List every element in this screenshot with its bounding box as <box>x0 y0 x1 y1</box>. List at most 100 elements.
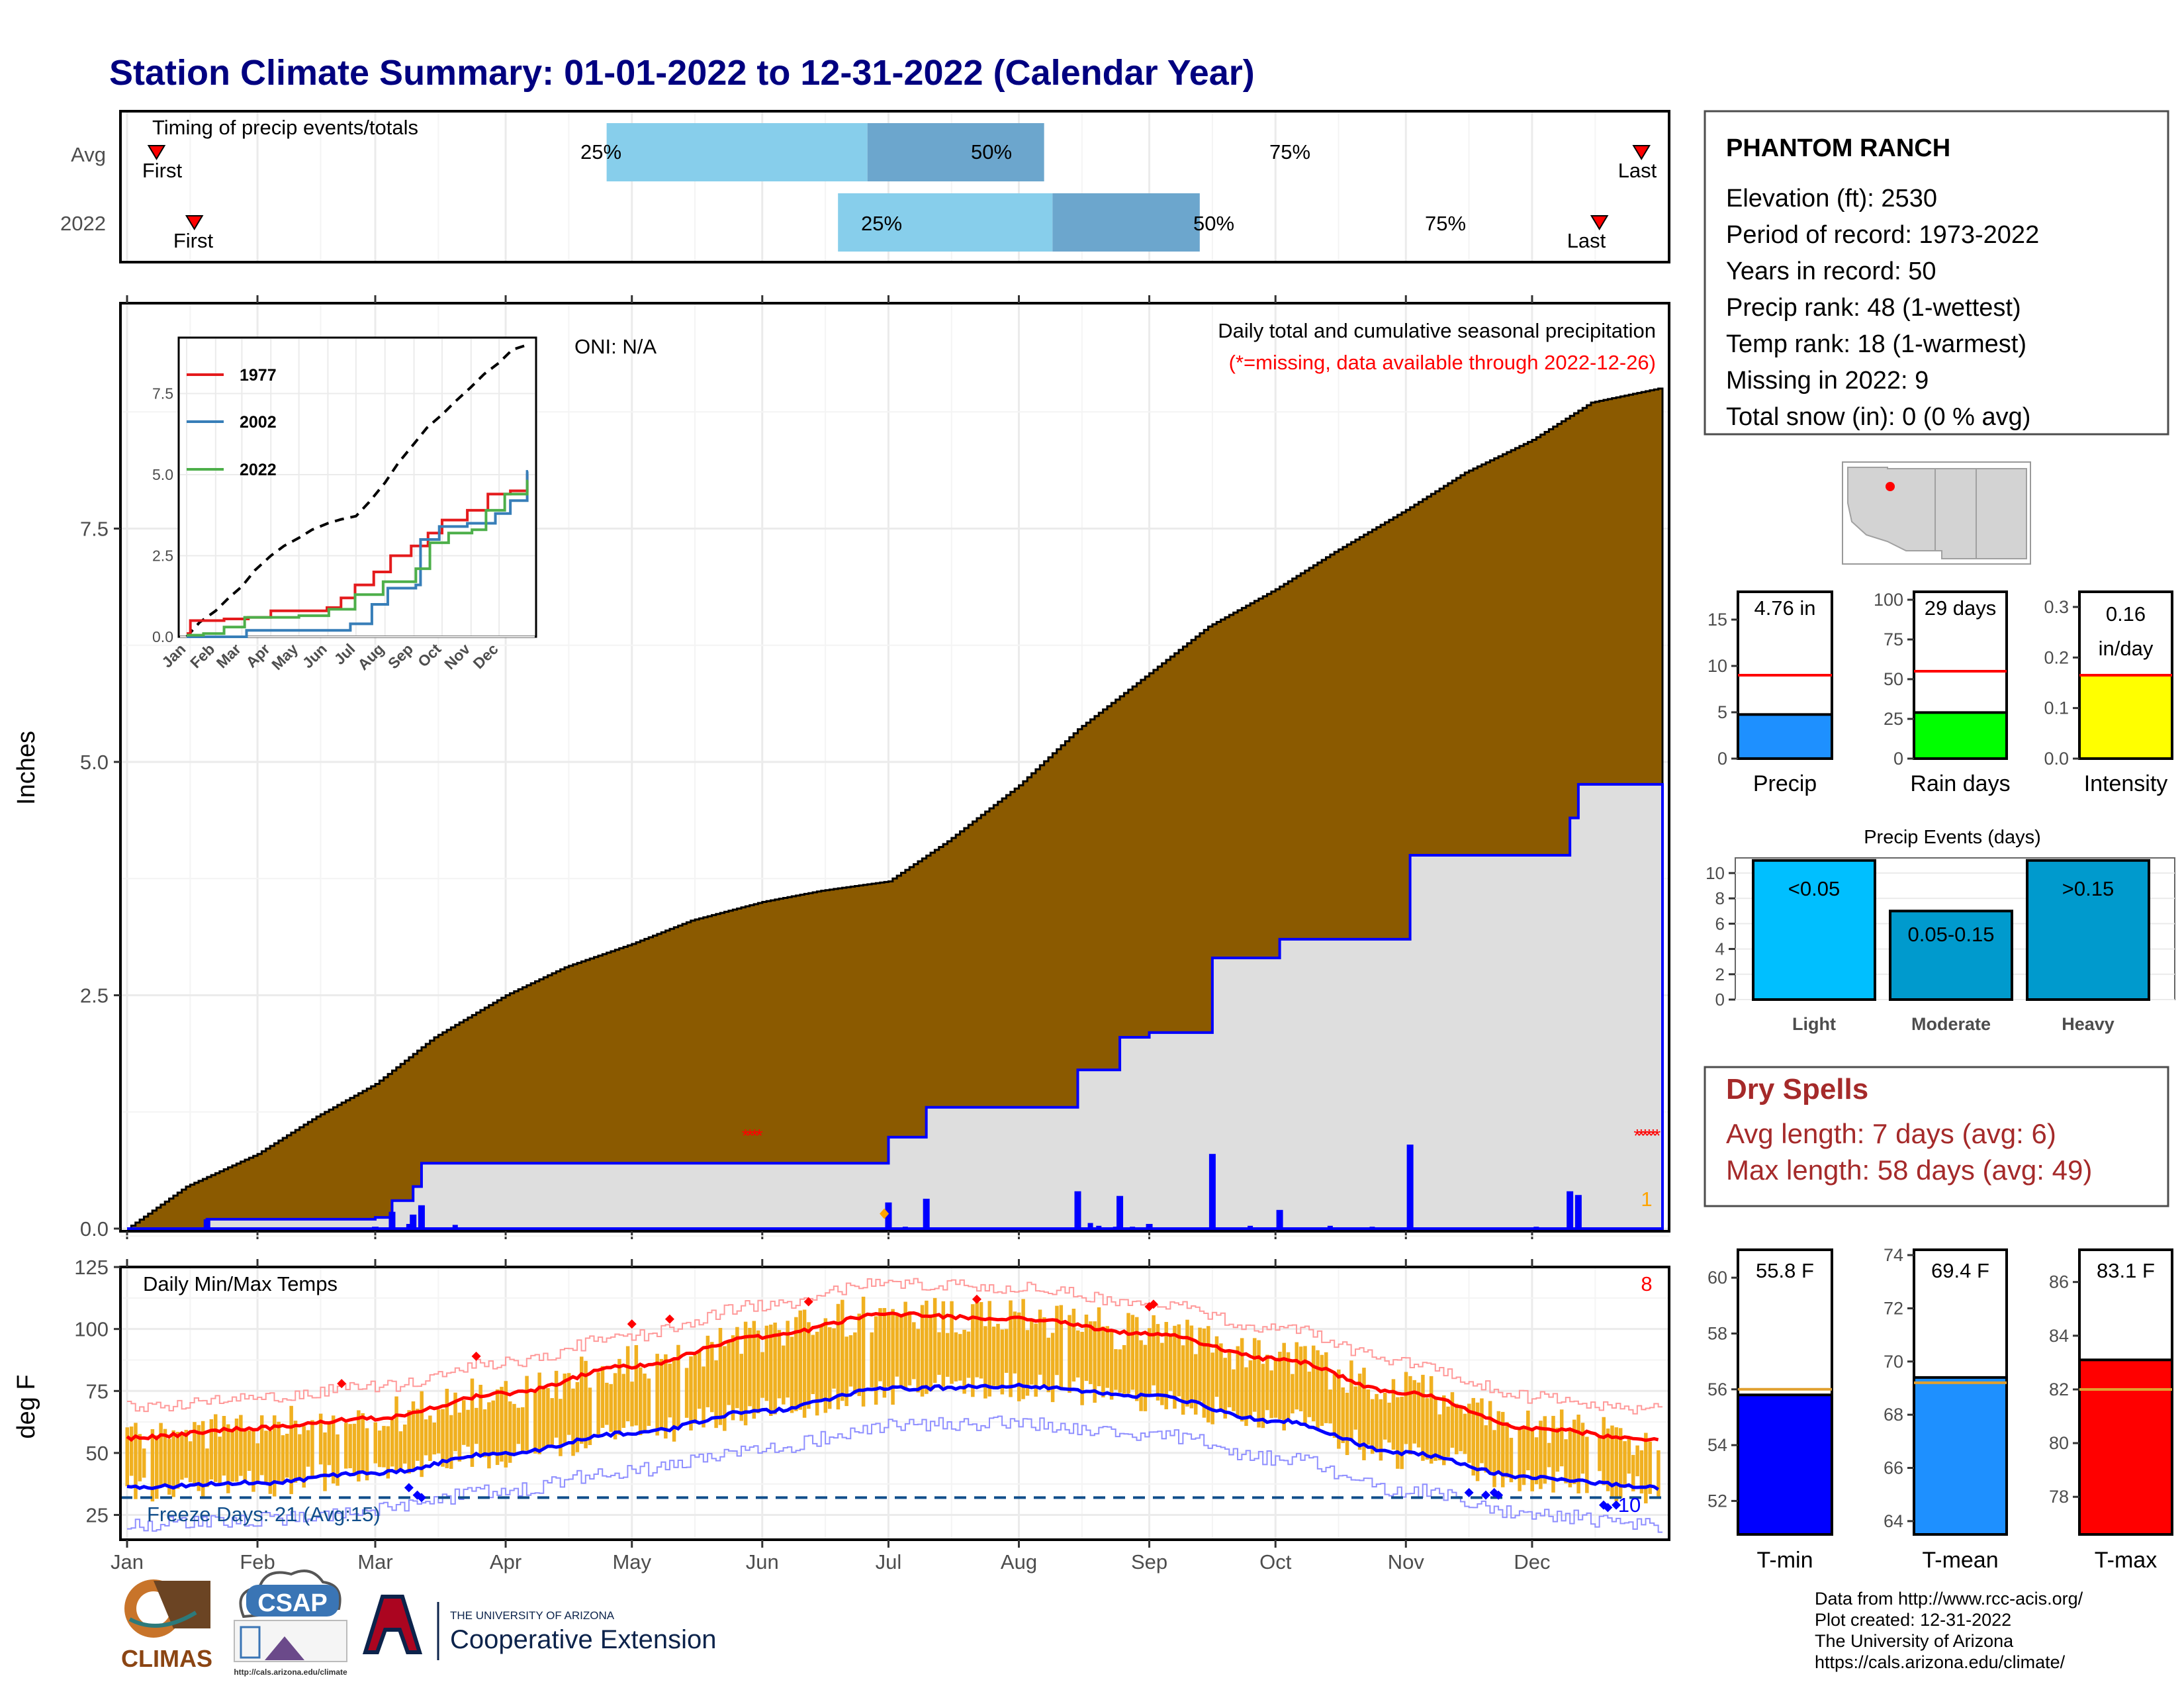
temp-range-bar <box>676 1344 680 1427</box>
temp-range-bar <box>1143 1344 1148 1411</box>
temp-range-bar <box>1559 1409 1564 1467</box>
temp-range-bar <box>1396 1397 1400 1469</box>
temp-range-bar <box>790 1336 794 1413</box>
station-line-snow: Total snow (in): 0 (0 % avg) <box>1726 403 2030 431</box>
temp-range-bar <box>689 1356 693 1430</box>
temp-range-bar <box>823 1318 828 1413</box>
temp-range-bar <box>1648 1441 1652 1494</box>
temp-range-bar <box>1404 1372 1408 1444</box>
temp-range-bar <box>1341 1387 1345 1444</box>
y-tick-label: 52 <box>1707 1491 1727 1511</box>
record-low-marker <box>416 1493 426 1503</box>
temp-range-bar <box>617 1358 621 1435</box>
temp-range-bar <box>1009 1300 1013 1397</box>
timing-panel-label: Timing of precip events/totals <box>152 116 418 139</box>
temp-range-bar <box>1298 1346 1303 1412</box>
temp-range-bar <box>579 1356 584 1444</box>
temp-range-bar <box>1429 1376 1433 1464</box>
temp-range-bar <box>1564 1439 1568 1483</box>
daily-precip-bar <box>1574 1195 1582 1229</box>
temp-range-bar <box>1387 1402 1391 1443</box>
record-low-marker <box>1603 1503 1613 1513</box>
temp-range-bar <box>567 1373 571 1435</box>
record-high-marker <box>972 1294 981 1304</box>
temp-range-bar <box>285 1433 289 1478</box>
y-tick-label: 5 <box>1717 702 1727 722</box>
temp-range-bar <box>201 1421 205 1499</box>
temp-range-bar <box>937 1332 941 1375</box>
y-tick-label: 0.0 <box>80 1217 109 1241</box>
temp-range-bar <box>1580 1423 1585 1474</box>
temp-range-bar <box>693 1354 698 1424</box>
temp-range-bar <box>1248 1360 1253 1419</box>
legend-2022: 2022 <box>240 461 277 479</box>
inset-y-tick-label: 2.5 <box>152 547 173 565</box>
y-tick-label: 86 <box>2049 1272 2069 1292</box>
month-tick-label: Aug <box>1001 1550 1037 1573</box>
missing-marker: * <box>747 1125 754 1146</box>
temp-range-bar <box>171 1430 175 1497</box>
temp-range-bar <box>1362 1368 1366 1460</box>
temp-range-bar <box>773 1322 777 1415</box>
temp-range-bar <box>478 1384 482 1456</box>
temp-range-bar <box>1332 1374 1337 1438</box>
temp-range-bar <box>424 1419 428 1456</box>
temp-range-bar <box>142 1448 146 1478</box>
temp-range-bar <box>1173 1325 1177 1409</box>
temp-range-bar <box>331 1415 336 1484</box>
temp-range-bar <box>1391 1379 1396 1450</box>
precip-panel-title: Daily total and cumulative seasonal prec… <box>1218 319 1656 342</box>
temp-range-bar <box>870 1332 874 1387</box>
dry-spells-box: Dry Spells Avg length: 7 days (avg: 6) M… <box>1704 1066 2169 1207</box>
temp-range-bar <box>1202 1328 1206 1418</box>
temp-range-bar <box>436 1409 441 1454</box>
intensity-bar-label: Intensity <box>2084 771 2168 796</box>
temp-range-bar <box>1126 1313 1130 1394</box>
daily-precip-bar <box>452 1225 458 1229</box>
inset-chart: 1977 2002 2022 0.02.55.07.5JanFebMarAprM… <box>152 336 537 673</box>
temp-range-bar <box>1320 1354 1324 1427</box>
temp-range-bar <box>966 1331 971 1378</box>
temp-range-bar <box>1286 1352 1291 1421</box>
summary-bar-fill <box>1737 713 1833 760</box>
temp-range-bar <box>1631 1454 1635 1491</box>
temp-range-bar <box>466 1409 470 1447</box>
temp-range-bar <box>600 1366 605 1429</box>
inset-2002-line <box>187 470 529 638</box>
temp-range-bar <box>1408 1376 1412 1455</box>
inset-y-tick-label: 5.0 <box>152 466 173 483</box>
daily-precip-bar <box>1208 1154 1216 1229</box>
temp-range-bar <box>222 1416 226 1476</box>
record-low-marker <box>1464 1487 1474 1497</box>
temp-range-bar <box>668 1363 672 1418</box>
temp-range-bar <box>416 1409 420 1461</box>
temp-range-bar <box>1219 1343 1223 1411</box>
temp-range-bar <box>1295 1342 1299 1410</box>
timing-row-label-2022: 2022 <box>60 212 106 235</box>
temp-range-bar <box>588 1387 592 1445</box>
record-high-marker <box>627 1319 637 1329</box>
heavy-range-label: >0.15 <box>2062 877 2114 900</box>
temp-range-bar <box>230 1429 234 1482</box>
temp-range-bar <box>710 1342 714 1413</box>
csap-url: http://cals.arizona.edu/climate <box>234 1667 347 1677</box>
temp-range-bar <box>1000 1329 1005 1395</box>
temp-range-bar <box>407 1410 411 1474</box>
temp-range-bar <box>357 1410 361 1482</box>
daily-precip-bar <box>1113 1227 1118 1229</box>
station-line-temp-rank: Temp rank: 18 (1-warmest) <box>1726 330 2026 358</box>
y-tick-label: 10 <box>1707 656 1727 676</box>
daily-precip-bar <box>1406 1145 1414 1229</box>
temp-range-bar <box>167 1438 171 1495</box>
university-of-arizona-logo: THE UNIVERSITY OF ARIZONA Cooperative Ex… <box>362 1595 716 1660</box>
temp-range-bar <box>853 1332 857 1395</box>
temp-y-label: deg F <box>13 1374 40 1438</box>
station-name: PHANTOM RANCH <box>1726 134 1950 162</box>
temp-range-bar <box>1639 1450 1644 1494</box>
last-marker <box>1632 145 1651 160</box>
temp-range-bar <box>259 1415 264 1476</box>
daily-precip-bar <box>1096 1225 1102 1229</box>
month-tick-label: Jun <box>746 1550 779 1573</box>
temp-range-bar <box>1518 1427 1522 1491</box>
record-high-marker <box>1148 1299 1158 1309</box>
